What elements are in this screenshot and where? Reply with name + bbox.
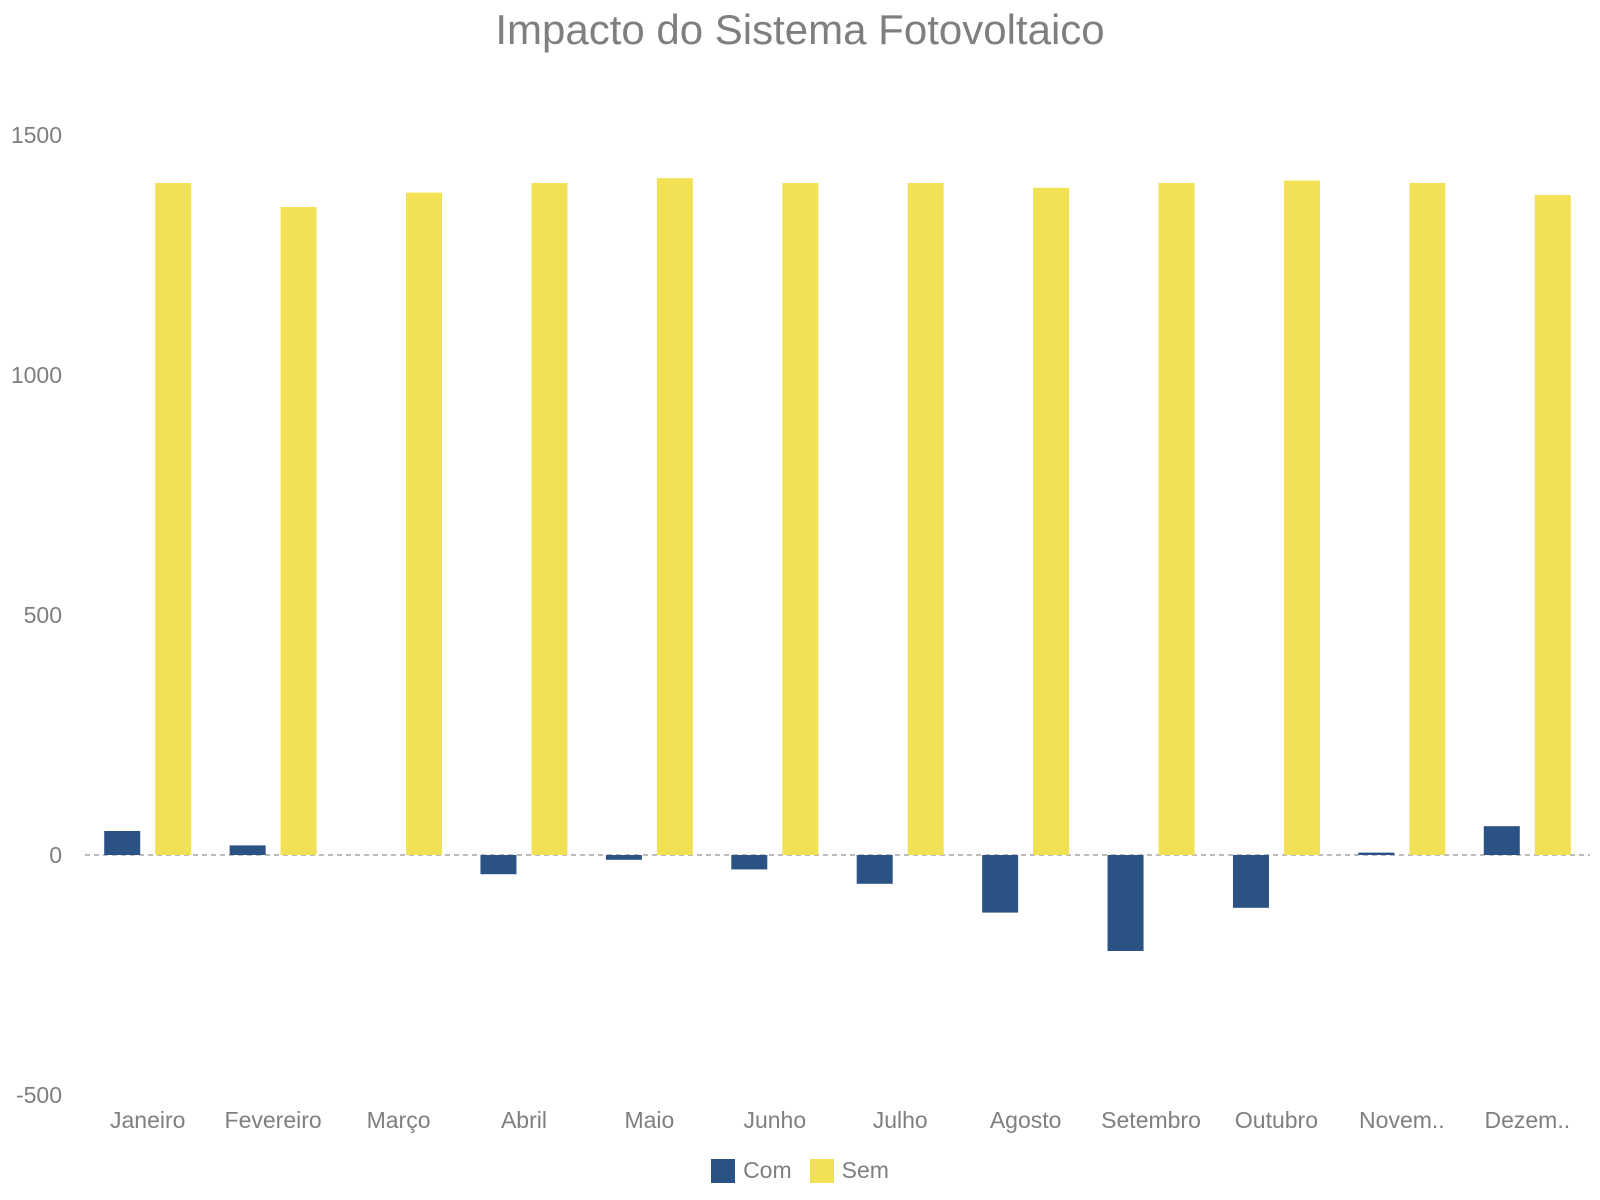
bar-sem: [1283, 180, 1320, 856]
bar-com: [856, 855, 893, 884]
bar-com: [229, 845, 266, 855]
legend-item-sem: Sem: [809, 1157, 889, 1184]
x-tick-label: Junho: [743, 1107, 806, 1133]
x-tick-label: Julho: [873, 1107, 928, 1133]
y-tick-label: 500: [24, 602, 62, 628]
legend-swatch-com: [711, 1158, 736, 1183]
bar-sem: [531, 183, 568, 855]
legend-label-com: Com: [743, 1157, 792, 1183]
bar-com: [1107, 855, 1144, 951]
x-tick-label: Maio: [624, 1107, 674, 1133]
bar-sem: [1534, 195, 1571, 855]
y-tick-label: 1500: [11, 122, 62, 148]
bar-com: [480, 855, 517, 875]
bar-sem: [280, 207, 317, 855]
bar-com: [605, 855, 642, 860]
x-tick-label: Fevereiro: [225, 1107, 322, 1133]
legend-swatch-sem: [809, 1158, 834, 1183]
x-tick-label: Setembro: [1101, 1107, 1201, 1133]
bar-com: [104, 831, 141, 855]
x-tick-label: Janeiro: [110, 1107, 185, 1133]
y-tick-label: 1000: [11, 362, 62, 388]
legend-label-sem: Sem: [841, 1157, 889, 1183]
bar-com: [1483, 826, 1520, 855]
x-tick-label: Novem..: [1359, 1107, 1445, 1133]
x-tick-label: Agosto: [990, 1107, 1062, 1133]
bar-sem: [656, 178, 693, 855]
bar-sem: [1409, 183, 1446, 855]
bar-com: [982, 855, 1019, 913]
bar-sem: [1033, 187, 1070, 856]
x-tick-label: Outubro: [1235, 1107, 1318, 1133]
x-tick-label: Abril: [501, 1107, 547, 1133]
x-tick-label: Março: [367, 1107, 431, 1133]
x-tick-label: Dezem..: [1484, 1107, 1570, 1133]
bar-sem: [907, 183, 944, 855]
y-tick-label: -500: [16, 1082, 62, 1108]
bar-com: [731, 855, 768, 870]
legend: Com Sem: [0, 1157, 1600, 1184]
chart-title: Impacto do Sistema Fotovoltaico: [495, 6, 1105, 53]
bar-sem: [1158, 183, 1195, 855]
bar-com: [1358, 852, 1395, 855]
bar-com: [1232, 855, 1269, 908]
legend-item-com: Com: [711, 1157, 792, 1184]
y-tick-label: 0: [49, 842, 62, 868]
bar-sem: [155, 183, 192, 855]
bar-sem: [406, 192, 443, 856]
bar-sem: [782, 183, 819, 855]
